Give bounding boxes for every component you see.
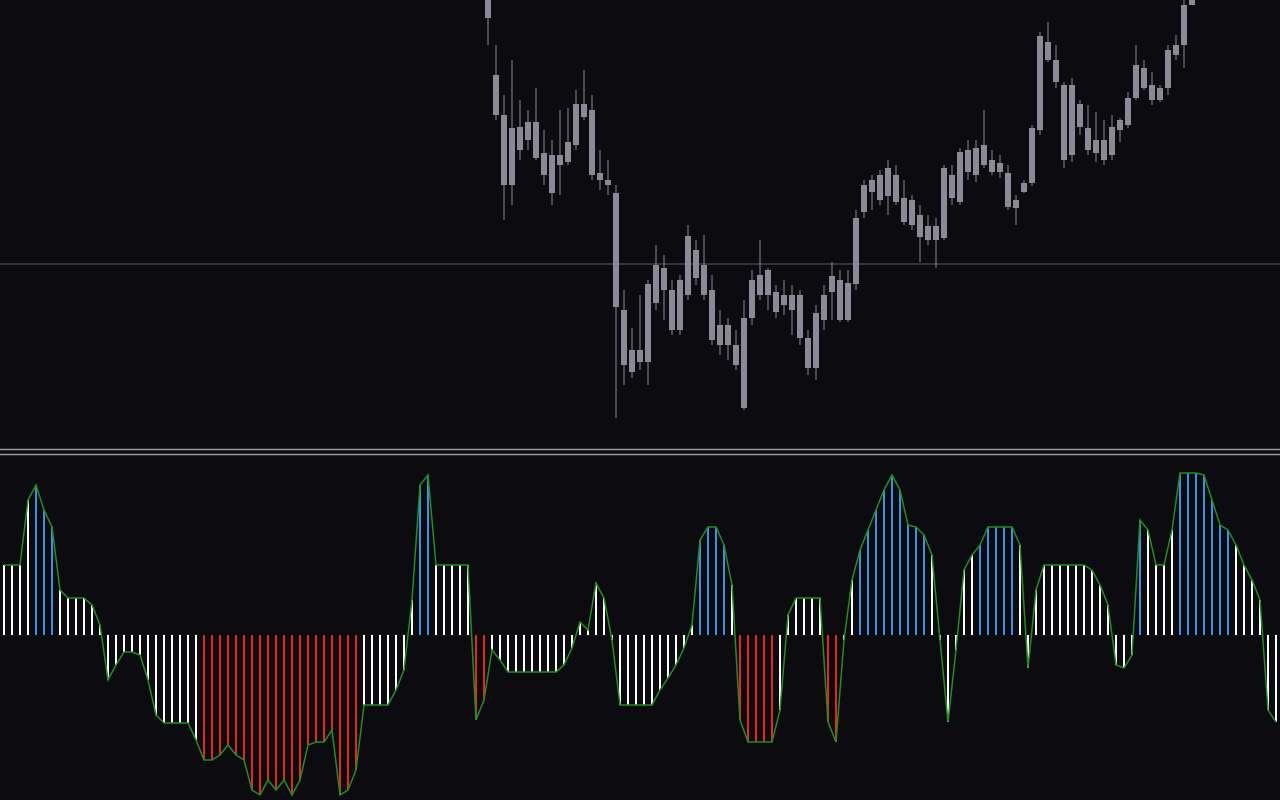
candle-body [1029, 128, 1035, 183]
candle-body [581, 104, 587, 117]
candle-body [821, 295, 827, 320]
candle-body [565, 142, 571, 162]
candle-body [725, 325, 731, 345]
candle-body [589, 110, 595, 175]
candle-body [557, 155, 563, 165]
candle-body [701, 265, 707, 295]
candle-body [485, 0, 491, 18]
candle-body [741, 318, 747, 408]
candle-body [693, 250, 699, 278]
candle-body [909, 200, 915, 225]
candle-body [869, 180, 875, 192]
candle-body [845, 283, 851, 320]
candle-body [797, 295, 803, 338]
candle-body [989, 160, 995, 172]
candle-body [1165, 50, 1171, 88]
candle-body [1093, 140, 1099, 153]
candle-body [1149, 85, 1155, 100]
candle-body [1157, 88, 1163, 100]
candle-body [1117, 120, 1123, 130]
candle-body [677, 280, 683, 330]
candle-body [1045, 42, 1051, 60]
candle-body [637, 350, 643, 362]
candle-body [1109, 127, 1115, 155]
candle-body [1021, 183, 1027, 192]
candle-body [805, 338, 811, 368]
candle-body [789, 295, 795, 310]
candle-body [1125, 98, 1131, 125]
candle-body [493, 75, 499, 115]
candle-body [733, 345, 739, 365]
candle-body [613, 193, 619, 307]
candle-body [549, 155, 555, 193]
candle-body [661, 268, 667, 290]
candle-body [533, 122, 539, 158]
candle-body [573, 104, 579, 145]
candle-body [877, 175, 883, 200]
candle-body [981, 145, 987, 165]
candle-body [541, 153, 547, 175]
candle-body [1077, 104, 1083, 127]
candle-body [1053, 60, 1059, 82]
candle-body [605, 180, 611, 185]
candle-body [749, 280, 755, 318]
candle-body [709, 290, 715, 340]
candle-body [621, 310, 627, 365]
candle-body [829, 276, 835, 292]
candle-body [861, 185, 867, 212]
candle-body [765, 270, 771, 295]
candle-body [653, 265, 659, 303]
candle-body [525, 122, 531, 140]
candle-body [933, 226, 939, 240]
candle-body [685, 236, 691, 295]
candle-body [941, 168, 947, 238]
candle-body [597, 173, 603, 180]
candle-body [885, 168, 891, 196]
candle-body [629, 350, 635, 372]
candle-body [669, 290, 675, 330]
candle-body [901, 198, 907, 222]
candle-body [757, 275, 763, 295]
candle-body [1141, 68, 1147, 88]
candle-body [501, 115, 507, 185]
candle-body [773, 292, 779, 312]
candle-body [813, 313, 819, 368]
candle-body [1133, 65, 1139, 98]
candle-body [957, 152, 963, 202]
signal-line [4, 472, 1277, 797]
candle-body [645, 284, 651, 362]
candle-body [893, 175, 899, 202]
candle-body [853, 218, 859, 284]
candle-body [1085, 128, 1091, 150]
candle-body [509, 128, 515, 185]
candle-body [1069, 85, 1075, 155]
candle-body [1037, 36, 1043, 130]
candle-body [1061, 85, 1067, 160]
candle-body [949, 175, 955, 198]
candle-body [717, 325, 723, 345]
candle-body [965, 150, 971, 172]
candle-body [1005, 173, 1011, 207]
candle-body [1181, 5, 1187, 45]
candle-body [1101, 140, 1107, 160]
candle-body [1173, 45, 1179, 55]
candle-body [1189, 0, 1195, 5]
candle-body [997, 163, 1003, 172]
candle-body [837, 280, 843, 320]
candle-body [1013, 200, 1019, 208]
candle-body [517, 127, 523, 150]
candle-body [781, 295, 787, 305]
candle-body [925, 226, 931, 240]
candle-body [973, 148, 979, 175]
candle-body [917, 215, 923, 237]
